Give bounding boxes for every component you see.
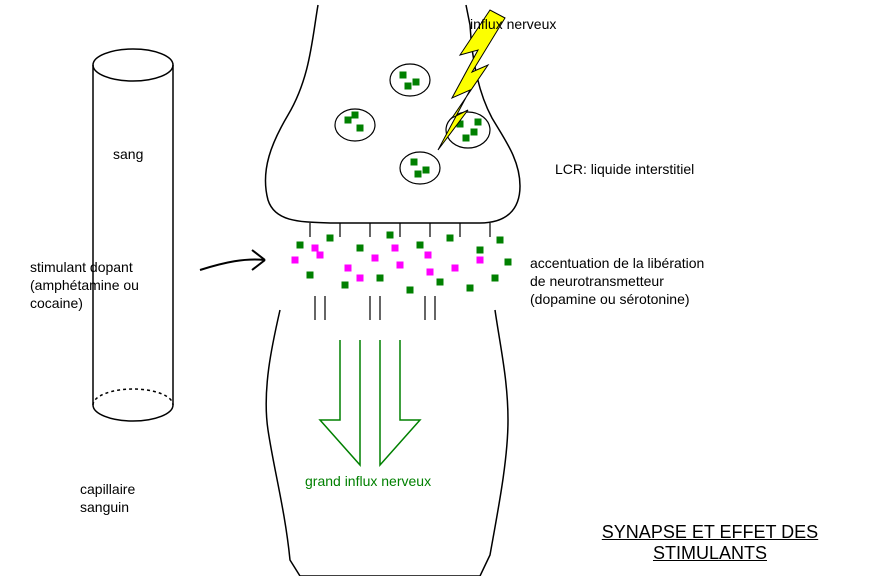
label-accentuation-line1: accentuation de la libération	[530, 255, 704, 271]
label-accentuation: accentuation de la libération de neurotr…	[530, 254, 704, 309]
capillary-shape	[93, 49, 173, 421]
title-line2: STIMULANTS	[653, 543, 767, 563]
diagram-title: SYNAPSE ET EFFET DES STIMULANTS	[555, 522, 865, 564]
influx-arrow-green	[320, 340, 420, 465]
label-grand-influx: grand influx nerveux	[305, 472, 431, 490]
label-capillaire: capillaire sanguin	[80, 480, 135, 516]
label-sang: sang	[113, 145, 143, 163]
label-stimulant: stimulant dopant (amphétamine ou cocaine…	[30, 258, 139, 313]
stimulant-dots-pink	[292, 245, 484, 282]
label-capillaire-line1: capillaire	[80, 481, 135, 497]
title-line1: SYNAPSE ET EFFET DES	[602, 522, 818, 542]
presynaptic-channels	[310, 223, 490, 237]
postsynaptic-neuron	[266, 310, 508, 576]
label-stimulant-line3: cocaine)	[30, 295, 83, 311]
label-influx-nerveux: influx nerveux	[470, 15, 556, 33]
postsynaptic-receptors	[315, 296, 435, 320]
label-stimulant-line1: stimulant dopant	[30, 259, 133, 275]
label-accentuation-line2: de neurotransmetteur	[530, 273, 664, 289]
label-capillaire-line2: sanguin	[80, 499, 129, 515]
label-lcr: LCR: liquide interstitiel	[555, 160, 694, 178]
stimulant-arrow	[200, 250, 265, 270]
label-accentuation-line3: (dopamine ou sérotonine)	[530, 291, 690, 307]
label-stimulant-line2: (amphétamine ou	[30, 277, 139, 293]
